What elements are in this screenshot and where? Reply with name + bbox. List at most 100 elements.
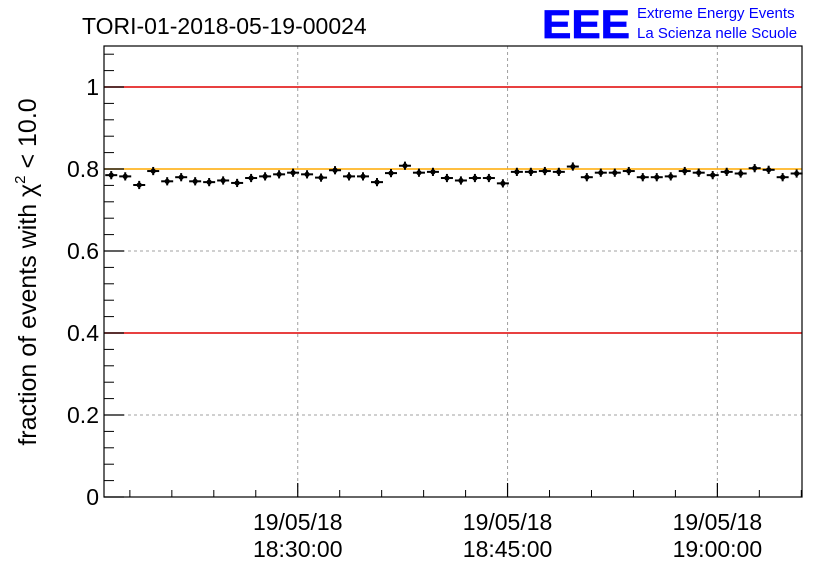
- data-point: [217, 176, 230, 185]
- data-point-marker: [402, 163, 408, 169]
- data-point: [580, 173, 593, 182]
- data-point-marker: [220, 177, 226, 184]
- data-point-marker: [486, 175, 492, 181]
- data-point-marker: [458, 177, 464, 184]
- data-points: [105, 161, 803, 190]
- data-point: [776, 173, 789, 182]
- data-point: [175, 173, 188, 182]
- data-point-marker: [654, 174, 660, 180]
- data-point: [105, 171, 118, 180]
- data-point-marker: [234, 180, 240, 186]
- data-point: [301, 170, 314, 179]
- data-point: [734, 169, 747, 178]
- data-point: [552, 167, 565, 176]
- data-point: [161, 177, 174, 186]
- data-point: [594, 168, 607, 177]
- data-point-marker: [206, 179, 212, 185]
- y-axis-label: fraction of events with χ2 < 10.0: [12, 98, 42, 445]
- data-point-marker: [262, 173, 268, 179]
- data-point: [622, 166, 635, 176]
- y-axis-label-prefix: fraction of events with: [14, 197, 42, 446]
- data-point: [748, 164, 761, 173]
- data-point: [133, 180, 146, 190]
- y-tick-label: 0.2: [67, 402, 99, 428]
- data-point: [370, 178, 383, 187]
- data-point: [664, 172, 677, 181]
- data-point: [692, 168, 705, 177]
- data-point-marker: [304, 171, 310, 177]
- eee-logo-mark: EEE: [542, 3, 630, 47]
- data-point: [468, 173, 481, 183]
- data-point-marker: [276, 171, 282, 177]
- data-point-marker: [346, 173, 352, 179]
- data-point-marker: [612, 170, 618, 176]
- eee-logo: EEE Extreme Energy Events La Scienza nel…: [542, 3, 798, 48]
- data-point-marker: [780, 174, 786, 180]
- data-point: [343, 172, 356, 181]
- data-point-marker: [122, 173, 128, 179]
- data-point: [384, 169, 397, 178]
- data-point: [245, 173, 258, 183]
- data-point: [454, 176, 467, 185]
- data-point-marker: [626, 168, 632, 174]
- axis-ticks: [104, 53, 802, 498]
- data-point: [496, 179, 509, 188]
- data-point-marker: [374, 179, 380, 185]
- y-tick-label: 0: [86, 484, 99, 510]
- data-point-marker: [640, 174, 646, 180]
- y-axis-label-suffix: < 10.0: [14, 98, 42, 175]
- x-tick-label-date: 19/05/18: [463, 509, 553, 535]
- data-point-marker: [318, 175, 324, 181]
- data-point-marker: [388, 170, 394, 176]
- data-point-marker: [290, 170, 296, 176]
- data-point-marker: [192, 178, 198, 184]
- data-point-marker: [416, 170, 422, 176]
- data-point-marker: [178, 174, 184, 180]
- y-tick-label: 0.6: [67, 238, 99, 264]
- data-point-marker: [584, 174, 590, 180]
- data-point: [510, 167, 523, 176]
- x-tick-label-time: 18:30:00: [253, 536, 343, 562]
- data-point: [357, 172, 370, 181]
- data-point: [231, 178, 244, 188]
- data-point: [119, 172, 132, 181]
- data-point: [287, 168, 300, 177]
- data-point-marker: [766, 167, 772, 173]
- y-axis-label-chi: χ: [14, 184, 42, 197]
- data-point: [720, 167, 733, 176]
- y-tick-label: 1: [86, 74, 99, 100]
- data-point-marker: [738, 170, 744, 177]
- data-point: [273, 170, 286, 179]
- data-point: [678, 166, 691, 176]
- data-point-marker: [472, 175, 478, 181]
- data-point-marker: [108, 172, 114, 178]
- data-point: [398, 161, 411, 170]
- data-point: [147, 166, 160, 176]
- data-point: [203, 178, 216, 187]
- data-point: [329, 166, 342, 175]
- x-tick-label-date: 19/05/18: [673, 509, 763, 535]
- data-point-marker: [724, 169, 730, 175]
- data-point-marker: [528, 169, 534, 175]
- data-point-marker: [696, 170, 702, 176]
- data-point-marker: [710, 172, 716, 178]
- data-point-marker: [598, 170, 604, 176]
- data-point: [259, 172, 272, 181]
- data-point-marker: [430, 169, 436, 175]
- data-point-marker: [668, 173, 674, 179]
- data-point: [315, 173, 328, 182]
- data-point: [608, 168, 621, 177]
- data-point-marker: [794, 170, 800, 177]
- data-point: [189, 177, 202, 186]
- data-point-marker: [444, 175, 450, 181]
- data-point: [650, 173, 663, 182]
- data-point-marker: [542, 168, 548, 174]
- data-point: [482, 173, 495, 183]
- data-point: [636, 173, 649, 182]
- data-point: [762, 165, 775, 174]
- y-axis-label-sup: 2: [12, 175, 29, 183]
- tick-labels: 00.20.40.60.8119/05/1818:30:0019/05/1818…: [67, 74, 762, 562]
- data-point-marker: [136, 182, 142, 188]
